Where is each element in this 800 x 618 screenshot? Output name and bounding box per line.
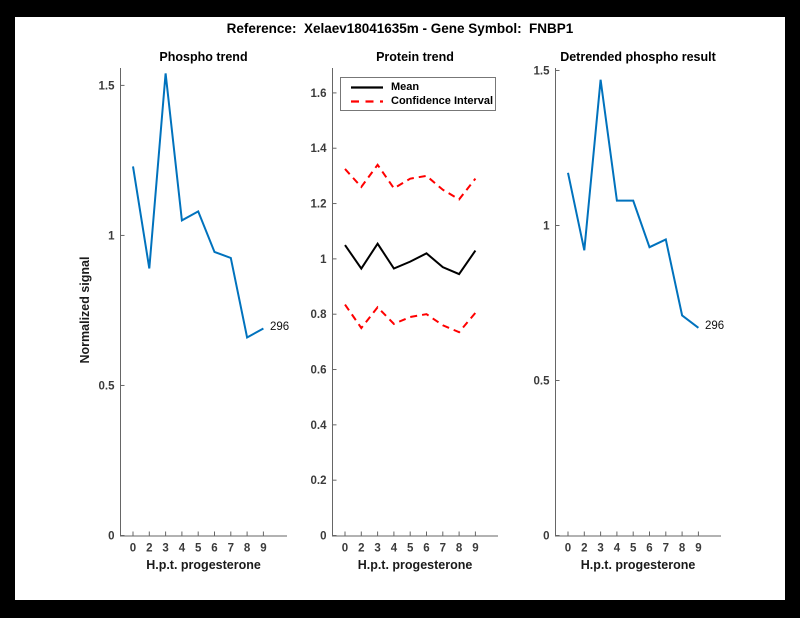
- legend-entry-confidence-interval: Confidence Interval: [350, 95, 495, 107]
- y-tick-label: 1.5: [534, 65, 551, 77]
- x-tick-label: 7: [663, 543, 669, 555]
- x-tick-label: 3: [597, 543, 603, 555]
- subplot-1-title: Phospho trend: [159, 50, 248, 64]
- x-tick-label: 5: [630, 543, 637, 555]
- y-tick-label: 1.5: [99, 80, 116, 92]
- x-tick-label: 9: [695, 543, 701, 555]
- x-tick-label: 0: [342, 543, 348, 555]
- y-tick-label: 0.2: [311, 475, 327, 487]
- x-tick-label: 5: [407, 543, 414, 555]
- x-tick-label: 6: [423, 543, 429, 555]
- y-tick-label: 0.6: [311, 365, 327, 377]
- x-tick-label: 8: [679, 543, 686, 555]
- x-tick-label: 4: [179, 543, 186, 555]
- figure-title: Reference: Xelaev18041635m - Gene Symbol…: [226, 21, 574, 36]
- legend-box: Mean Confidence Interval: [340, 77, 496, 111]
- x-tick-label: 0: [565, 543, 571, 555]
- charts-svg: 00.511.50 2 3 4 5 6 7 8 900.20.40.60.811.21.41.6…: [99, 65, 721, 555]
- subplot-1-x-axis-label: H.p.t. progesterone: [146, 558, 261, 572]
- subplot-3-endpoint-annotation: 296: [705, 320, 725, 332]
- subplot-3-x-axis-label: H.p.t. progesterone: [580, 558, 696, 572]
- y-tick-label: 1.4: [311, 143, 328, 155]
- x-tick-label: 8: [456, 543, 463, 555]
- x-tick-label: 4: [614, 543, 621, 555]
- x-tick-label: 3: [374, 543, 380, 555]
- series-line-phospho-signal: [132, 73, 264, 339]
- series-line-detrended-phospho: [567, 79, 700, 329]
- series-line-confidence-interval-upper: [344, 163, 477, 201]
- x-tick-label: 2: [358, 543, 364, 555]
- y-tick-label: 1.6: [311, 88, 327, 100]
- confidence-interval-dashed-sample-icon: [351, 99, 383, 103]
- y-axis-label: Normalized signal: [78, 256, 92, 364]
- x-tick-label: 6: [646, 543, 652, 555]
- series-line-confidence-interval-lower: [344, 303, 477, 334]
- y-tick-label: 0.5: [99, 380, 116, 392]
- y-tick-label: 1: [320, 254, 327, 266]
- x-tick-label: 3: [162, 543, 168, 555]
- legend-label-confidence-interval: Confidence Interval: [391, 95, 494, 107]
- x-tick-label: 6: [211, 543, 217, 555]
- y-tick-label: 1: [108, 230, 115, 242]
- x-tick-label: 9: [260, 543, 266, 555]
- y-tick-label: 1.2: [311, 199, 327, 211]
- subplot-2-x-axis-label: H.p.t. progesterone: [357, 558, 473, 572]
- x-tick-label: 2: [581, 543, 587, 555]
- x-tick-label: 9: [472, 543, 478, 555]
- y-tick-label: 0.5: [534, 375, 551, 387]
- subplot-3-title: Detrended phospho result: [560, 50, 716, 64]
- series-line-mean: [344, 241, 477, 276]
- x-tick-label: 2: [146, 543, 152, 555]
- y-tick-label: 0.8: [311, 309, 328, 321]
- x-tick-label: 7: [228, 543, 234, 555]
- subplot-2-title: Protein trend: [376, 50, 454, 64]
- x-tick-label: 5: [195, 543, 202, 555]
- x-tick-label: 8: [244, 543, 251, 555]
- legend-entry-mean: Mean: [350, 81, 495, 93]
- y-tick-label: 1: [543, 220, 550, 232]
- subplot-1-endpoint-annotation: 296: [270, 321, 290, 333]
- y-tick-label: 0: [543, 531, 549, 543]
- mean-line-sample-icon: [351, 85, 383, 89]
- x-tick-label: 0: [130, 543, 136, 555]
- y-tick-label: 0: [320, 531, 326, 543]
- x-tick-label: 7: [440, 543, 446, 555]
- figure-canvas: Reference: Xelaev18041635m - Gene Symbol…: [15, 17, 785, 600]
- legend-label-mean: Mean: [391, 81, 420, 93]
- x-tick-label: 4: [391, 543, 398, 555]
- y-tick-label: 0: [108, 531, 114, 543]
- y-tick-label: 0.4: [311, 420, 328, 432]
